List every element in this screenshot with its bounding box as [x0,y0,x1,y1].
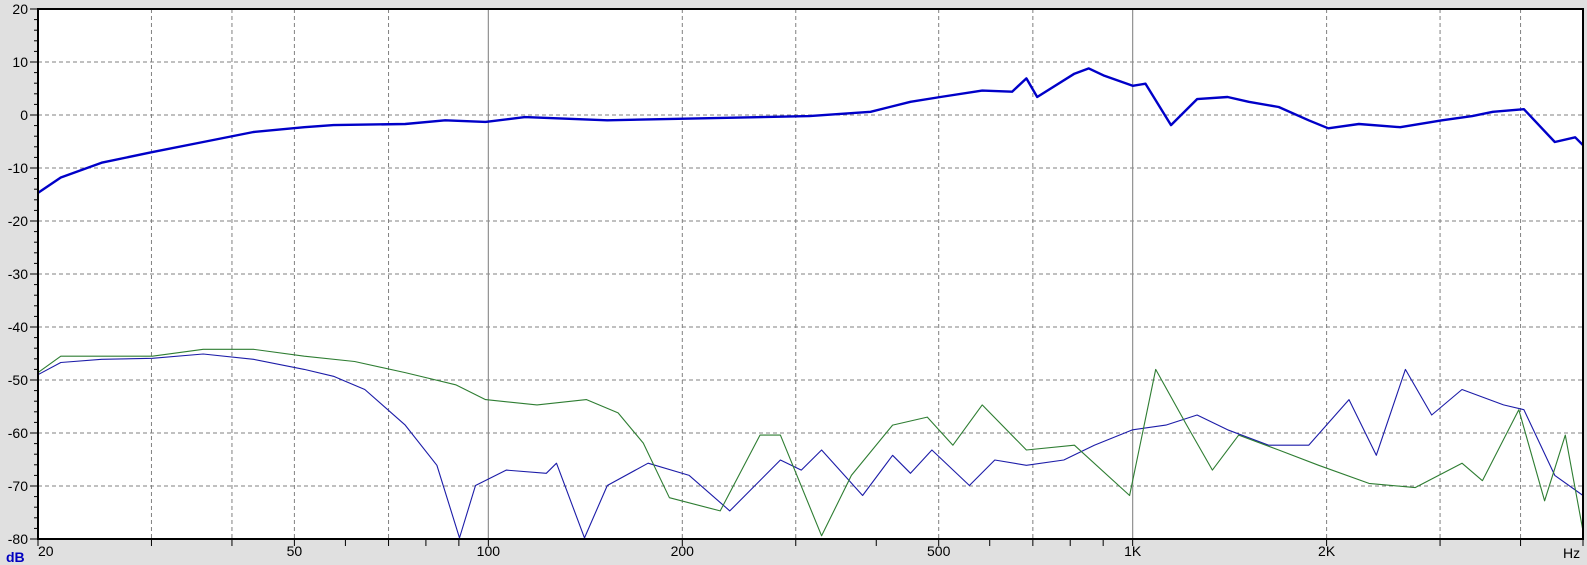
x-tick-label: 1K [1124,543,1142,559]
x-unit-label: Hz [1563,545,1580,561]
y-tick-label: 10 [12,54,28,70]
x-tick-label: 200 [671,543,695,559]
y-tick-label: 20 [12,1,28,17]
y-tick-label: -20 [8,213,28,229]
x-tick-label: 500 [927,543,951,559]
series-line-3 [37,348,1584,537]
x-tick-label: 50 [287,543,303,559]
x-tick-label: 100 [477,543,501,559]
y-tick-label: -50 [8,372,28,388]
series-line-2 [37,353,1584,539]
y-tick-label: -10 [8,160,28,176]
y-tick-label: -80 [8,531,28,547]
y-tick-label: -30 [8,266,28,282]
y-tick-label: -60 [8,425,28,441]
y-unit-label: dB [6,549,25,565]
series-group [37,67,1584,539]
series-line-1 [37,67,1584,194]
x-tick-label: 2K [1318,543,1336,559]
x-tick-label: 20 [38,543,54,559]
y-tick-label: 0 [20,107,28,123]
y-tick-label: -70 [8,478,28,494]
y-tick-label: -40 [8,319,28,335]
